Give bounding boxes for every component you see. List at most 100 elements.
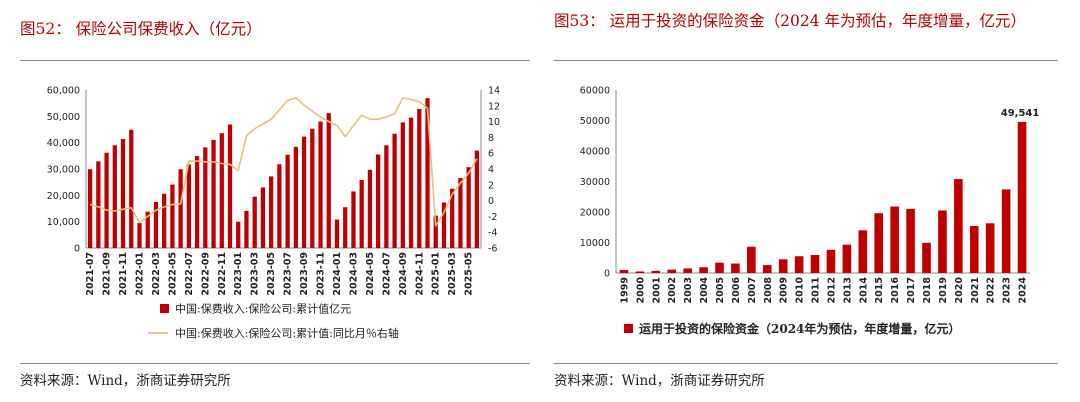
x-tick-label: 2023-07 [283, 252, 294, 296]
right-y-tick-label: 6 [488, 149, 494, 160]
x-tick-label: 2022-11 [217, 252, 228, 296]
yoy-growth-line [89, 97, 478, 227]
premium-bar [153, 201, 159, 248]
investment-bar [954, 179, 963, 273]
x-tick-label: 2022-07 [184, 252, 195, 296]
left-y-tick-label: 0 [74, 244, 80, 255]
x-tick-label: 2001 [651, 277, 662, 303]
investment-bar [826, 249, 836, 273]
premium-bar [211, 140, 216, 248]
legend-label-investment: 运用于投资的保险资金（2024年为预估，年度增量，亿元） [639, 321, 960, 336]
premium-bar [219, 133, 224, 248]
right-y-tick-label: -2 [488, 212, 497, 223]
x-tick-label: 2023-03 [250, 252, 261, 296]
investment-bar [858, 230, 868, 273]
x-tick-label: 2022-03 [151, 252, 162, 296]
right-y-tick-label: 2 [488, 180, 494, 191]
investment-bar [635, 271, 645, 273]
right-y-tick-label: 8 [488, 133, 494, 144]
premium-bar [433, 215, 438, 248]
investment-bar [1017, 121, 1027, 273]
premium-bar [137, 222, 142, 248]
premium-bar [96, 161, 101, 248]
left-figure: 图52： 保险公司保费收入（亿元） 0 10,000 20,000 30,000 40,… [0, 0, 530, 402]
investment-bar [922, 242, 931, 273]
investment-bar [731, 263, 740, 273]
premium-bar [244, 210, 249, 248]
y-tick-label: 50000 [580, 116, 610, 127]
x-tick-label: 2000 [635, 277, 646, 304]
right-y-tick-label: -4 [488, 228, 497, 239]
premium-bar [474, 150, 480, 248]
premium-bar [277, 164, 282, 248]
x-tick-label: 2002 [667, 277, 678, 303]
y-tick-label: 30000 [580, 177, 610, 188]
x-tick-label: 2025-01 [431, 252, 442, 296]
x-tick-label: 2018 [922, 277, 933, 304]
investment-bar [651, 270, 661, 273]
investment-bar [1001, 189, 1011, 273]
premium-bar [359, 180, 364, 248]
investment-bar [890, 206, 899, 273]
insurance-investment-chart: 0 10000 20000 30000 40000 50000 60000 1999 2000 2… [580, 86, 1040, 337]
investment-bar [762, 265, 772, 273]
premium-bar [417, 108, 422, 249]
premium-bar [170, 184, 175, 248]
premium-bar [104, 152, 109, 248]
investment-bar [794, 256, 804, 273]
x-tick-label: 2006 [731, 277, 742, 304]
investment-bar [810, 255, 820, 273]
left-y-tick-label: 10,000 [47, 217, 80, 228]
x-tick-label: 2016 [890, 277, 901, 304]
premium-bar [450, 188, 455, 248]
right-figure-title: 图53： 运用于投资的保险资金（2024 年为预估，年度增量，亿元） [554, 12, 1027, 30]
x-tick-label: 2022-05 [167, 252, 178, 296]
x-tick-label: 2007 [747, 277, 758, 303]
premium-bar [194, 156, 200, 248]
x-tick-label: 2022-01 [134, 252, 145, 296]
premium-bar [334, 219, 340, 248]
legend-label-yoy: 中国:保费收入:保险公司:累计值:同比月％右轴 [175, 326, 399, 340]
left-y-tick-label: 30,000 [47, 165, 80, 176]
x-tick-label: 2025-03 [447, 252, 458, 296]
investment-bar [874, 213, 884, 273]
premium-bar [269, 176, 274, 248]
y-tick-label: 40000 [580, 147, 610, 158]
right-y-tick-label: 4 [488, 165, 494, 176]
premium-bar [227, 124, 233, 248]
y-tick-label: 10000 [580, 238, 610, 249]
x-tick-label: 2022-09 [200, 252, 211, 296]
premium-bar [375, 154, 381, 248]
premium-bar [203, 147, 208, 248]
x-tick-label: 2009 [779, 277, 790, 303]
x-tick-label: 2024-01 [332, 252, 343, 296]
x-tick-label: 2024-03 [348, 252, 359, 296]
investment-bar [747, 246, 756, 273]
x-tick-label: 2024-11 [414, 252, 425, 296]
x-tick-label: 2023-05 [266, 252, 277, 296]
right-bottom-rule [554, 363, 1058, 364]
right-y-tick-label: 12 [488, 101, 500, 112]
premium-bar [466, 167, 471, 248]
x-tick-label: 2024-05 [365, 252, 376, 296]
x-tick-label: 2010 [795, 277, 806, 304]
right-figure: 图53： 运用于投资的保险资金（2024 年为预估，年度增量，亿元） 0 1000… [550, 0, 1080, 402]
y-tick-label: 0 [604, 269, 610, 280]
premium-bar [162, 193, 167, 248]
y-tick-label: 20000 [580, 208, 610, 219]
x-tick-label: 2021 [970, 277, 981, 303]
x-tick-label: 2024-07 [381, 252, 392, 296]
premium-bar [252, 196, 257, 248]
premium-bar [441, 202, 447, 248]
premium-bar [186, 164, 192, 248]
x-tick-label: 2024 [1018, 277, 1029, 304]
x-tick-label: 2023-11 [316, 252, 327, 296]
legend-swatch-investment [624, 324, 633, 333]
x-tick-label: 1999 [619, 277, 630, 303]
x-tick-label: 2013 [842, 277, 853, 303]
investment-bar [715, 262, 724, 273]
premium-bar [351, 191, 356, 248]
x-tick-label: 2021-07 [85, 252, 96, 296]
left-top-rule [20, 60, 530, 61]
investment-bar [667, 269, 677, 273]
